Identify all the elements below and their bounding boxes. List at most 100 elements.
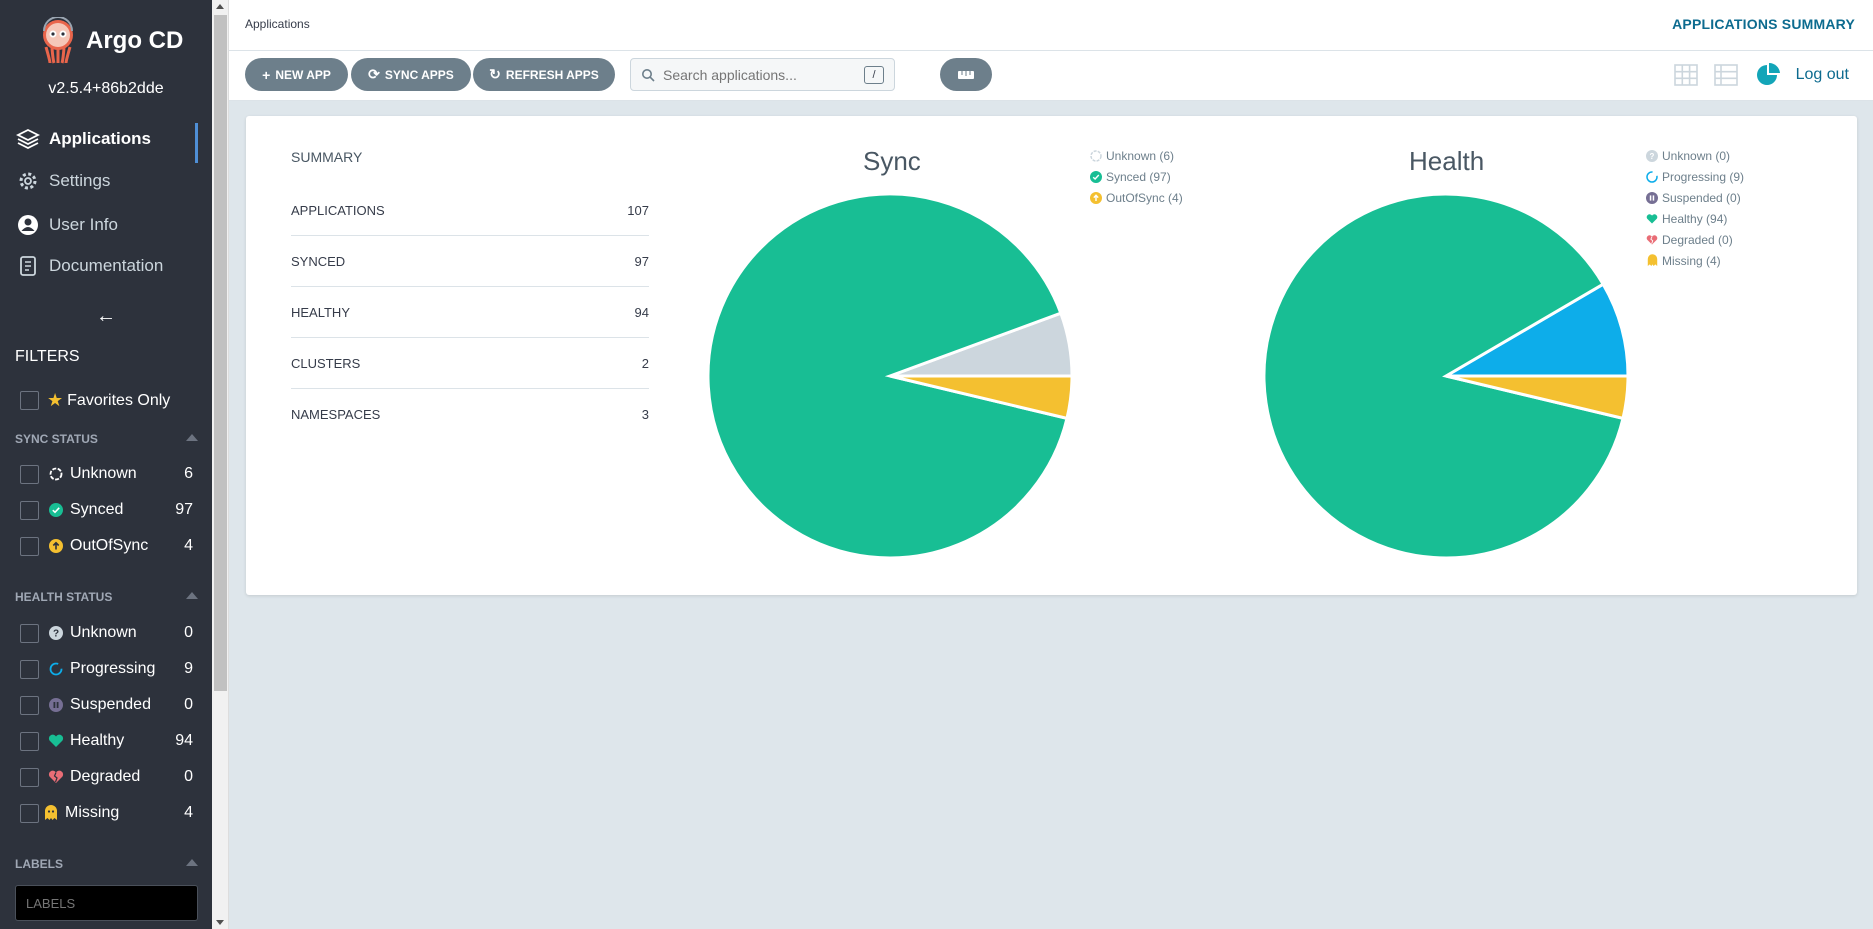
filter-sync-outofsync[interactable]: OutOfSync 4: [20, 534, 193, 558]
tiles-view-icon[interactable]: [1674, 64, 1698, 86]
legend-heart-icon: [1646, 213, 1658, 225]
filter-count: 0: [184, 696, 193, 713]
checkbox[interactable]: [20, 464, 39, 484]
legend-item-unknown: Unknown (6): [1090, 145, 1183, 166]
filter-count: 9: [184, 660, 193, 677]
checkbox[interactable]: [20, 803, 39, 823]
filter-label: Degraded: [70, 768, 141, 785]
filter-health-healthy[interactable]: Healthy 94: [20, 729, 193, 753]
checkbox[interactable]: [20, 500, 39, 520]
layers-icon: [15, 126, 41, 152]
scrollbar-thumb[interactable]: [214, 15, 227, 691]
nav-documentation[interactable]: Documentation: [0, 248, 198, 284]
search-icon: [642, 68, 655, 82]
collapse-triangle-icon[interactable]: [186, 434, 198, 441]
filter-count: 4: [184, 537, 193, 554]
legend-spinner-icon: [1646, 170, 1658, 183]
summary-row: SYNCED 97: [291, 236, 649, 287]
labels-title-text: LABELS: [15, 857, 63, 871]
filter-label: Missing: [65, 804, 120, 821]
collapse-sidebar-arrow-icon[interactable]: ←: [96, 305, 116, 327]
labels-title[interactable]: LABELS: [15, 857, 198, 871]
checkbox[interactable]: [20, 536, 39, 556]
new-app-button[interactable]: + NEW APP: [245, 58, 348, 91]
search-shortcut-hint: /: [864, 66, 884, 84]
ruler-button[interactable]: [940, 58, 992, 91]
collapse-triangle-icon[interactable]: [186, 592, 198, 599]
filter-health-missing[interactable]: Missing 4: [20, 801, 193, 825]
legend-pause-circle-icon: [1646, 191, 1658, 204]
pie-chart-view-icon[interactable]: [1755, 62, 1781, 88]
sidebar-scrollbar[interactable]: [212, 0, 229, 929]
favorites-checkbox[interactable]: [20, 391, 39, 410]
health-status-title-text: HEALTH STATUS: [15, 590, 113, 604]
sidebar: Argo CD v2.5.4+86b2dde Applications Sett…: [0, 0, 212, 929]
plus-icon: +: [262, 66, 271, 83]
labels-input[interactable]: [15, 885, 198, 921]
nav-label: Applications: [49, 129, 152, 148]
pie-slice-healthy[interactable]: [1262, 192, 1625, 560]
sync-legend: Unknown (6) Synced (97) OutOfSync (4): [1090, 145, 1183, 208]
nav-user-info[interactable]: User Info: [0, 207, 198, 243]
heart-broken-icon: [48, 769, 64, 785]
svg-text:?: ?: [53, 629, 59, 640]
nav-applications[interactable]: Applications: [0, 121, 198, 163]
checkbox[interactable]: [20, 731, 39, 751]
filter-health-unknown[interactable]: ? Unknown 0: [20, 621, 193, 645]
legend-item-healthy: Healthy (94): [1646, 208, 1744, 229]
sync-status-title[interactable]: SYNC STATUS: [15, 432, 198, 446]
search-box[interactable]: /: [630, 58, 895, 91]
refresh-icon: ↻: [489, 66, 501, 82]
filter-label: Unknown: [70, 465, 137, 482]
nav-settings[interactable]: Settings: [0, 163, 198, 199]
legend-item-outofsync: OutOfSync (4): [1090, 187, 1183, 208]
summary-value: 3: [641, 407, 649, 422]
legend-label: Progressing (9): [1662, 169, 1745, 184]
collapse-triangle-icon[interactable]: [186, 859, 198, 866]
sync-status-title-text: SYNC STATUS: [15, 432, 98, 446]
filter-label: Unknown: [70, 624, 137, 641]
pause-circle-icon: [48, 697, 64, 713]
filter-health-progressing[interactable]: Progressing 9: [20, 657, 193, 681]
legend-label: Unknown (0): [1662, 148, 1731, 163]
pie-slice-progressing[interactable]: [1440, 282, 1630, 378]
summary-value: 97: [634, 253, 649, 269]
summary-row: NAMESPACES 3: [291, 389, 649, 440]
health-chart-title: Health: [1409, 146, 1485, 176]
scroll-down-arrow-icon[interactable]: [216, 920, 224, 925]
breadcrumb[interactable]: Applications: [245, 17, 310, 31]
checkbox[interactable]: [20, 767, 39, 787]
legend-label: Missing (4): [1662, 253, 1721, 268]
filter-sync-synced[interactable]: Synced 97: [20, 498, 193, 522]
scroll-up-arrow-icon[interactable]: [216, 4, 224, 9]
refresh-apps-button[interactable]: ↻ REFRESH APPS: [473, 58, 615, 91]
logout-link[interactable]: Log out: [1795, 66, 1849, 83]
checkbox[interactable]: [20, 623, 39, 643]
svg-text:?: ?: [1650, 152, 1655, 161]
pie-slice-synced[interactable]: [706, 192, 1069, 560]
search-input[interactable]: [663, 66, 863, 83]
legend-item-unknown: ? Unknown (0): [1646, 145, 1744, 166]
pie-slice-missing[interactable]: [1445, 374, 1630, 421]
summary-row: CLUSTERS 2: [291, 338, 649, 389]
summary-key: HEALTHY: [291, 304, 350, 320]
filter-health-suspended[interactable]: Suspended 0: [20, 693, 193, 717]
nav-label: Settings: [49, 171, 111, 190]
sync-apps-button[interactable]: ⟳ SYNC APPS: [351, 58, 471, 91]
list-view-icon[interactable]: [1714, 64, 1738, 86]
checkbox[interactable]: [20, 695, 39, 715]
filter-label: Synced: [70, 501, 124, 518]
favorites-filter[interactable]: ★ Favorites Only: [20, 390, 170, 411]
legend-item-suspended: Suspended (0): [1646, 187, 1744, 208]
legend-label: Unknown (6): [1106, 148, 1175, 163]
legend-item-synced: Synced (97): [1090, 166, 1183, 187]
filter-health-degraded[interactable]: Degraded 0: [20, 765, 193, 789]
brand[interactable]: Argo CD: [38, 17, 183, 65]
health-status-title[interactable]: HEALTH STATUS: [15, 590, 198, 604]
summary-title: SUMMARY: [291, 149, 363, 165]
filter-sync-unknown[interactable]: Unknown 6: [20, 462, 193, 486]
summary-key: CLUSTERS: [291, 355, 361, 371]
checkbox[interactable]: [20, 659, 39, 679]
pie-slice-outofsync[interactable]: [889, 374, 1074, 421]
ruler-icon: [958, 70, 974, 79]
